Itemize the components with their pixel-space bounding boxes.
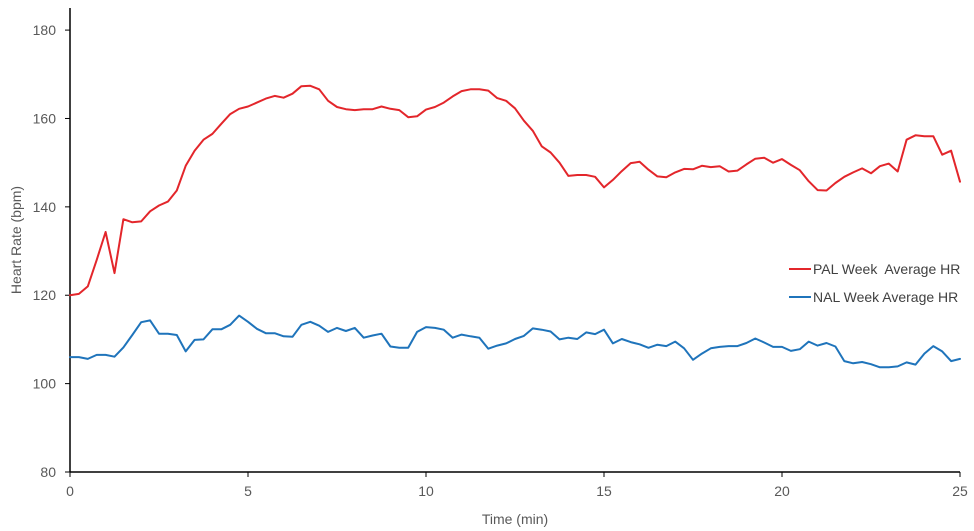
x-tick-label: 25 bbox=[952, 483, 968, 499]
x-tick-label: 0 bbox=[66, 483, 74, 499]
y-axis-ticks: 80 100 120 140 160 180 bbox=[33, 22, 70, 480]
x-tick-label: 20 bbox=[774, 483, 790, 499]
y-axis-title: Heart Rate (bpm) bbox=[8, 186, 24, 294]
y-tick-label: 120 bbox=[33, 287, 57, 303]
x-tick-label: 5 bbox=[244, 483, 252, 499]
y-tick-label: 80 bbox=[40, 464, 56, 480]
x-tick-label: 10 bbox=[418, 483, 434, 499]
x-axis-ticks: 0 5 10 15 20 25 bbox=[66, 472, 968, 499]
series-lines bbox=[69, 84, 961, 369]
x-tick-label: 15 bbox=[596, 483, 612, 499]
series-line-nal bbox=[69, 314, 961, 369]
legend-label: NAL Week Average HR bbox=[813, 289, 958, 305]
legend: PAL Week Average HR NAL Week Average HR bbox=[789, 261, 960, 305]
y-tick-label: 180 bbox=[33, 22, 57, 38]
y-tick-label: 100 bbox=[33, 376, 57, 392]
x-axis-title: Time (min) bbox=[482, 511, 548, 527]
series-line-pal bbox=[69, 84, 961, 297]
y-tick-label: 160 bbox=[33, 110, 57, 126]
y-tick-label: 140 bbox=[33, 199, 57, 215]
legend-label: PAL Week Average HR bbox=[813, 261, 960, 277]
